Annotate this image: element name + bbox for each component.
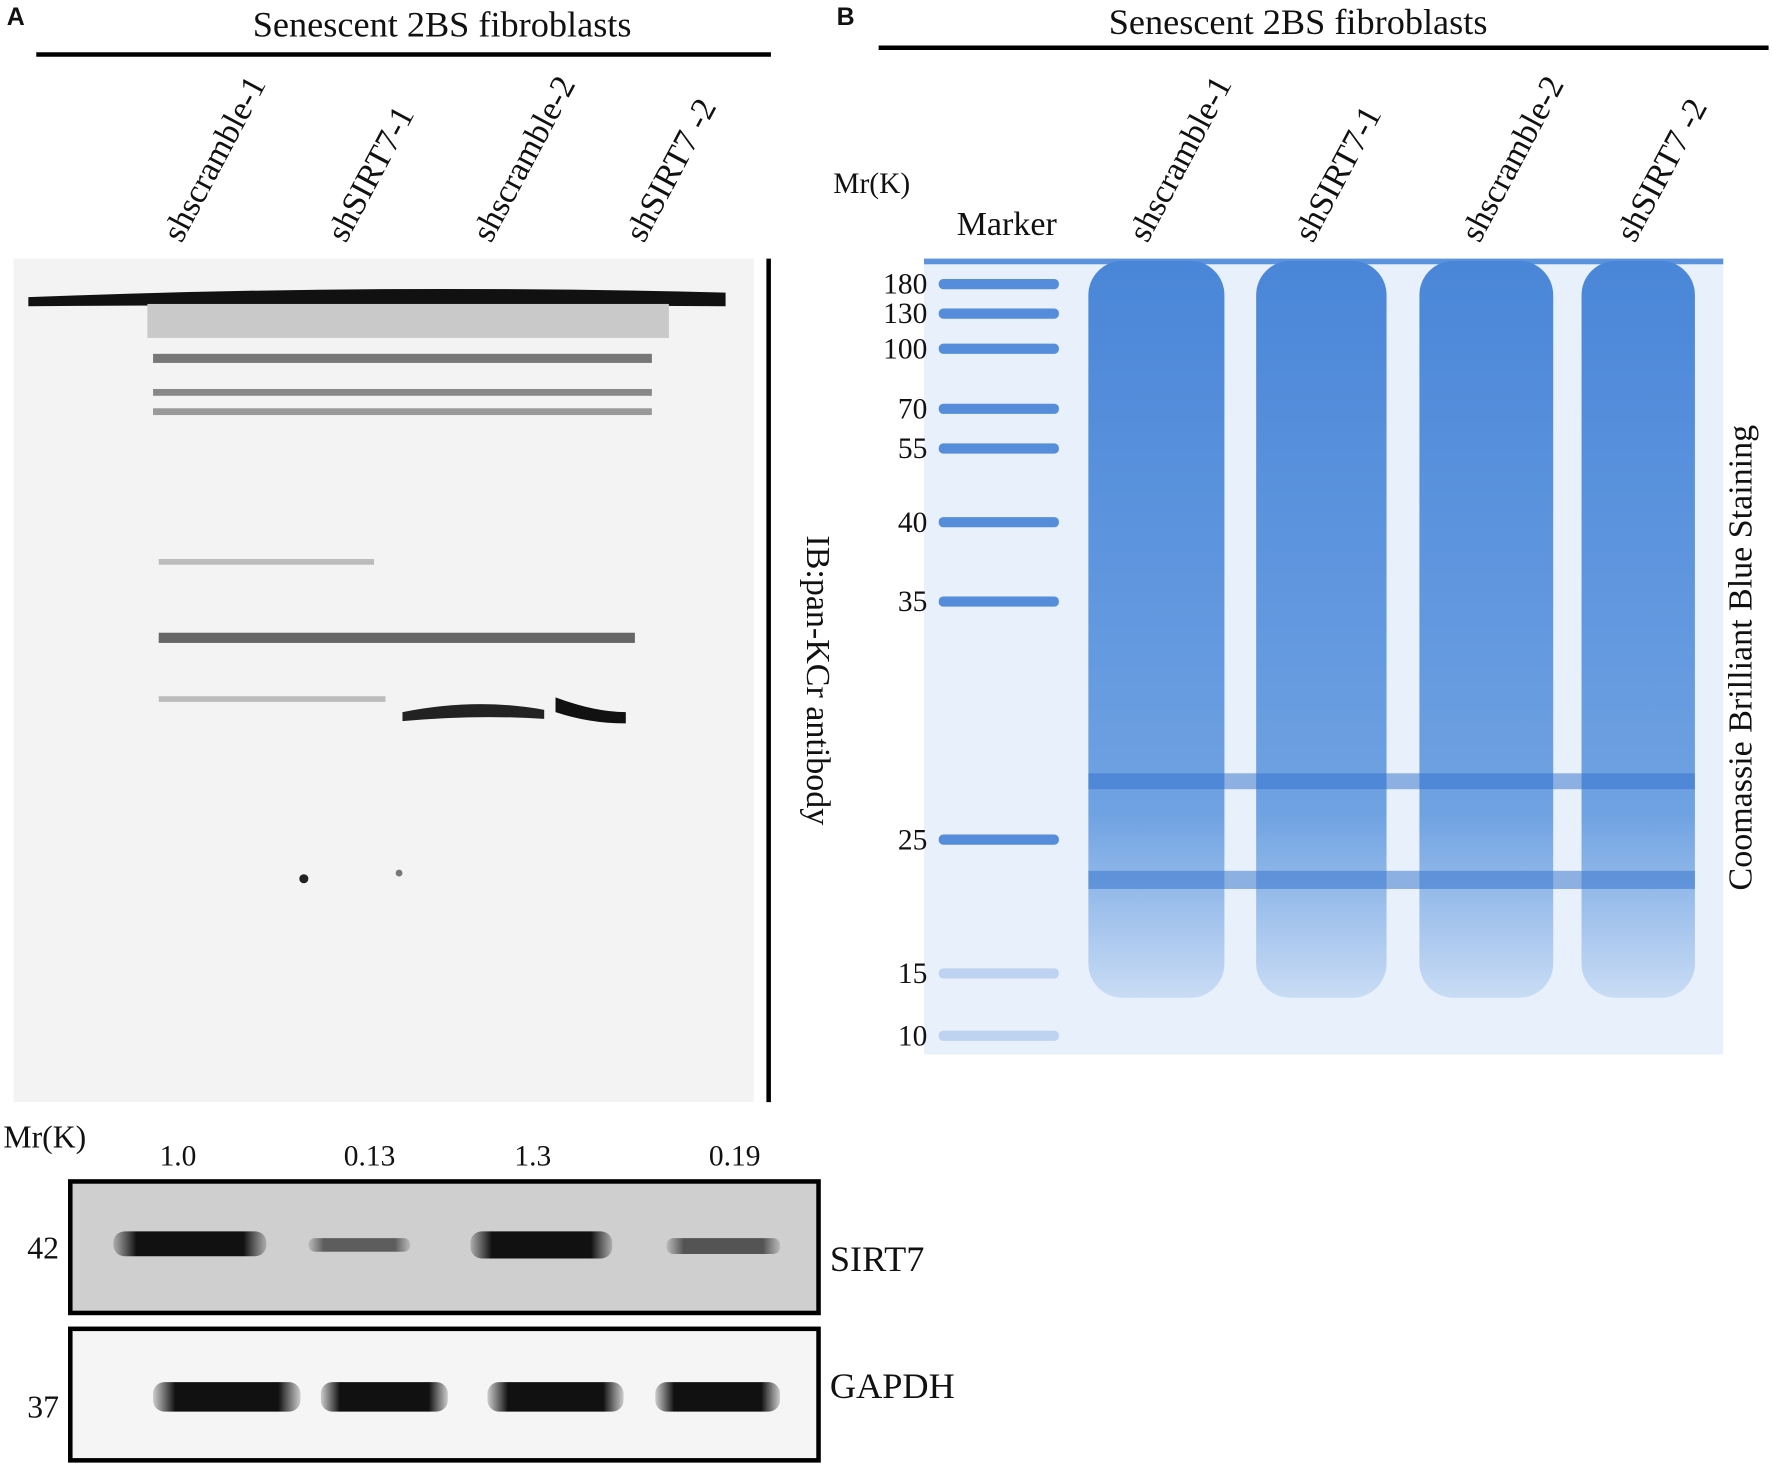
band — [666, 1238, 780, 1255]
band — [158, 632, 635, 643]
marker-band — [938, 279, 1059, 290]
marker-band — [938, 308, 1059, 319]
gapdh-blot — [68, 1326, 821, 1463]
panel-label: B — [837, 3, 855, 31]
band — [655, 1382, 780, 1412]
band — [153, 388, 652, 396]
band — [308, 1238, 411, 1252]
marker-size: 130 — [883, 298, 927, 330]
mr-label: Mr(K) — [3, 1119, 86, 1154]
quantification: 0.19 — [709, 1141, 761, 1173]
panel-label: A — [7, 3, 25, 31]
marker-size: 42 — [27, 1231, 59, 1266]
speck — [395, 869, 403, 877]
lane — [1581, 260, 1695, 998]
band — [470, 1231, 613, 1259]
panel-header: Senescent 2BS fibroblasts — [253, 4, 632, 44]
marker-size: 37 — [27, 1389, 59, 1424]
band — [555, 697, 626, 724]
row-label: GAPDH — [830, 1366, 955, 1406]
marker-size: 180 — [883, 269, 927, 301]
lane-label: shSIRT7-1 — [320, 100, 422, 247]
marker-band — [938, 834, 1059, 845]
smear — [147, 303, 669, 338]
blot-background — [13, 258, 754, 1103]
band — [153, 408, 652, 416]
marker-band — [938, 443, 1059, 454]
marker-size: 100 — [883, 333, 927, 365]
band — [153, 1382, 301, 1412]
marker-size: 35 — [898, 586, 927, 618]
band — [402, 704, 545, 722]
band — [158, 559, 375, 565]
lane — [1088, 260, 1225, 998]
lane-label: shSIRT7-1 — [1287, 100, 1389, 247]
marker-size: 25 — [898, 824, 927, 856]
lane — [1256, 260, 1387, 998]
mr-label: Mr(K) — [833, 168, 910, 200]
marker-size: 40 — [898, 507, 927, 539]
marker-band — [938, 968, 1059, 979]
band — [158, 696, 386, 702]
band — [153, 353, 652, 363]
side-label: Coomassie Brilliant Blue Staining — [1723, 425, 1760, 891]
band — [113, 1231, 267, 1257]
lane-label: shSIRT7 -2 — [618, 93, 724, 248]
sirt7-blot — [68, 1179, 821, 1316]
quantification: 0.13 — [344, 1141, 396, 1173]
band — [320, 1382, 448, 1412]
marker-band — [938, 403, 1059, 414]
lane-label: shscramble-1 — [156, 70, 274, 247]
marker-band — [938, 343, 1059, 354]
lane-label: Marker — [957, 206, 1058, 243]
speck — [299, 874, 309, 884]
lane-label: shSIRT7 -2 — [1609, 93, 1715, 248]
kcr-blot — [13, 258, 754, 1103]
band — [1088, 773, 1695, 790]
lane-label: shscramble-2 — [465, 70, 583, 247]
quantification: 1.0 — [160, 1141, 197, 1173]
lane — [1419, 260, 1554, 998]
band — [28, 288, 726, 307]
marker-size: 15 — [898, 958, 927, 990]
panel-header: Senescent 2BS fibroblasts — [1109, 2, 1488, 42]
row-label: SIRT7 — [830, 1239, 925, 1279]
coomassie-gel — [923, 258, 1724, 1055]
marker-band — [938, 596, 1059, 607]
marker-size: 10 — [898, 1020, 927, 1052]
lane-label: shscramble-1 — [1122, 70, 1240, 247]
blot-label: IB:pan-KCr antibody — [799, 535, 836, 825]
marker-band — [938, 517, 1059, 528]
marker-size: 55 — [898, 433, 927, 465]
quantification: 1.3 — [514, 1141, 551, 1173]
marker-size: 70 — [898, 393, 927, 425]
band — [1088, 870, 1695, 889]
lane-label: shscramble-2 — [1454, 70, 1572, 247]
band — [487, 1382, 624, 1412]
marker-band — [938, 1030, 1059, 1041]
